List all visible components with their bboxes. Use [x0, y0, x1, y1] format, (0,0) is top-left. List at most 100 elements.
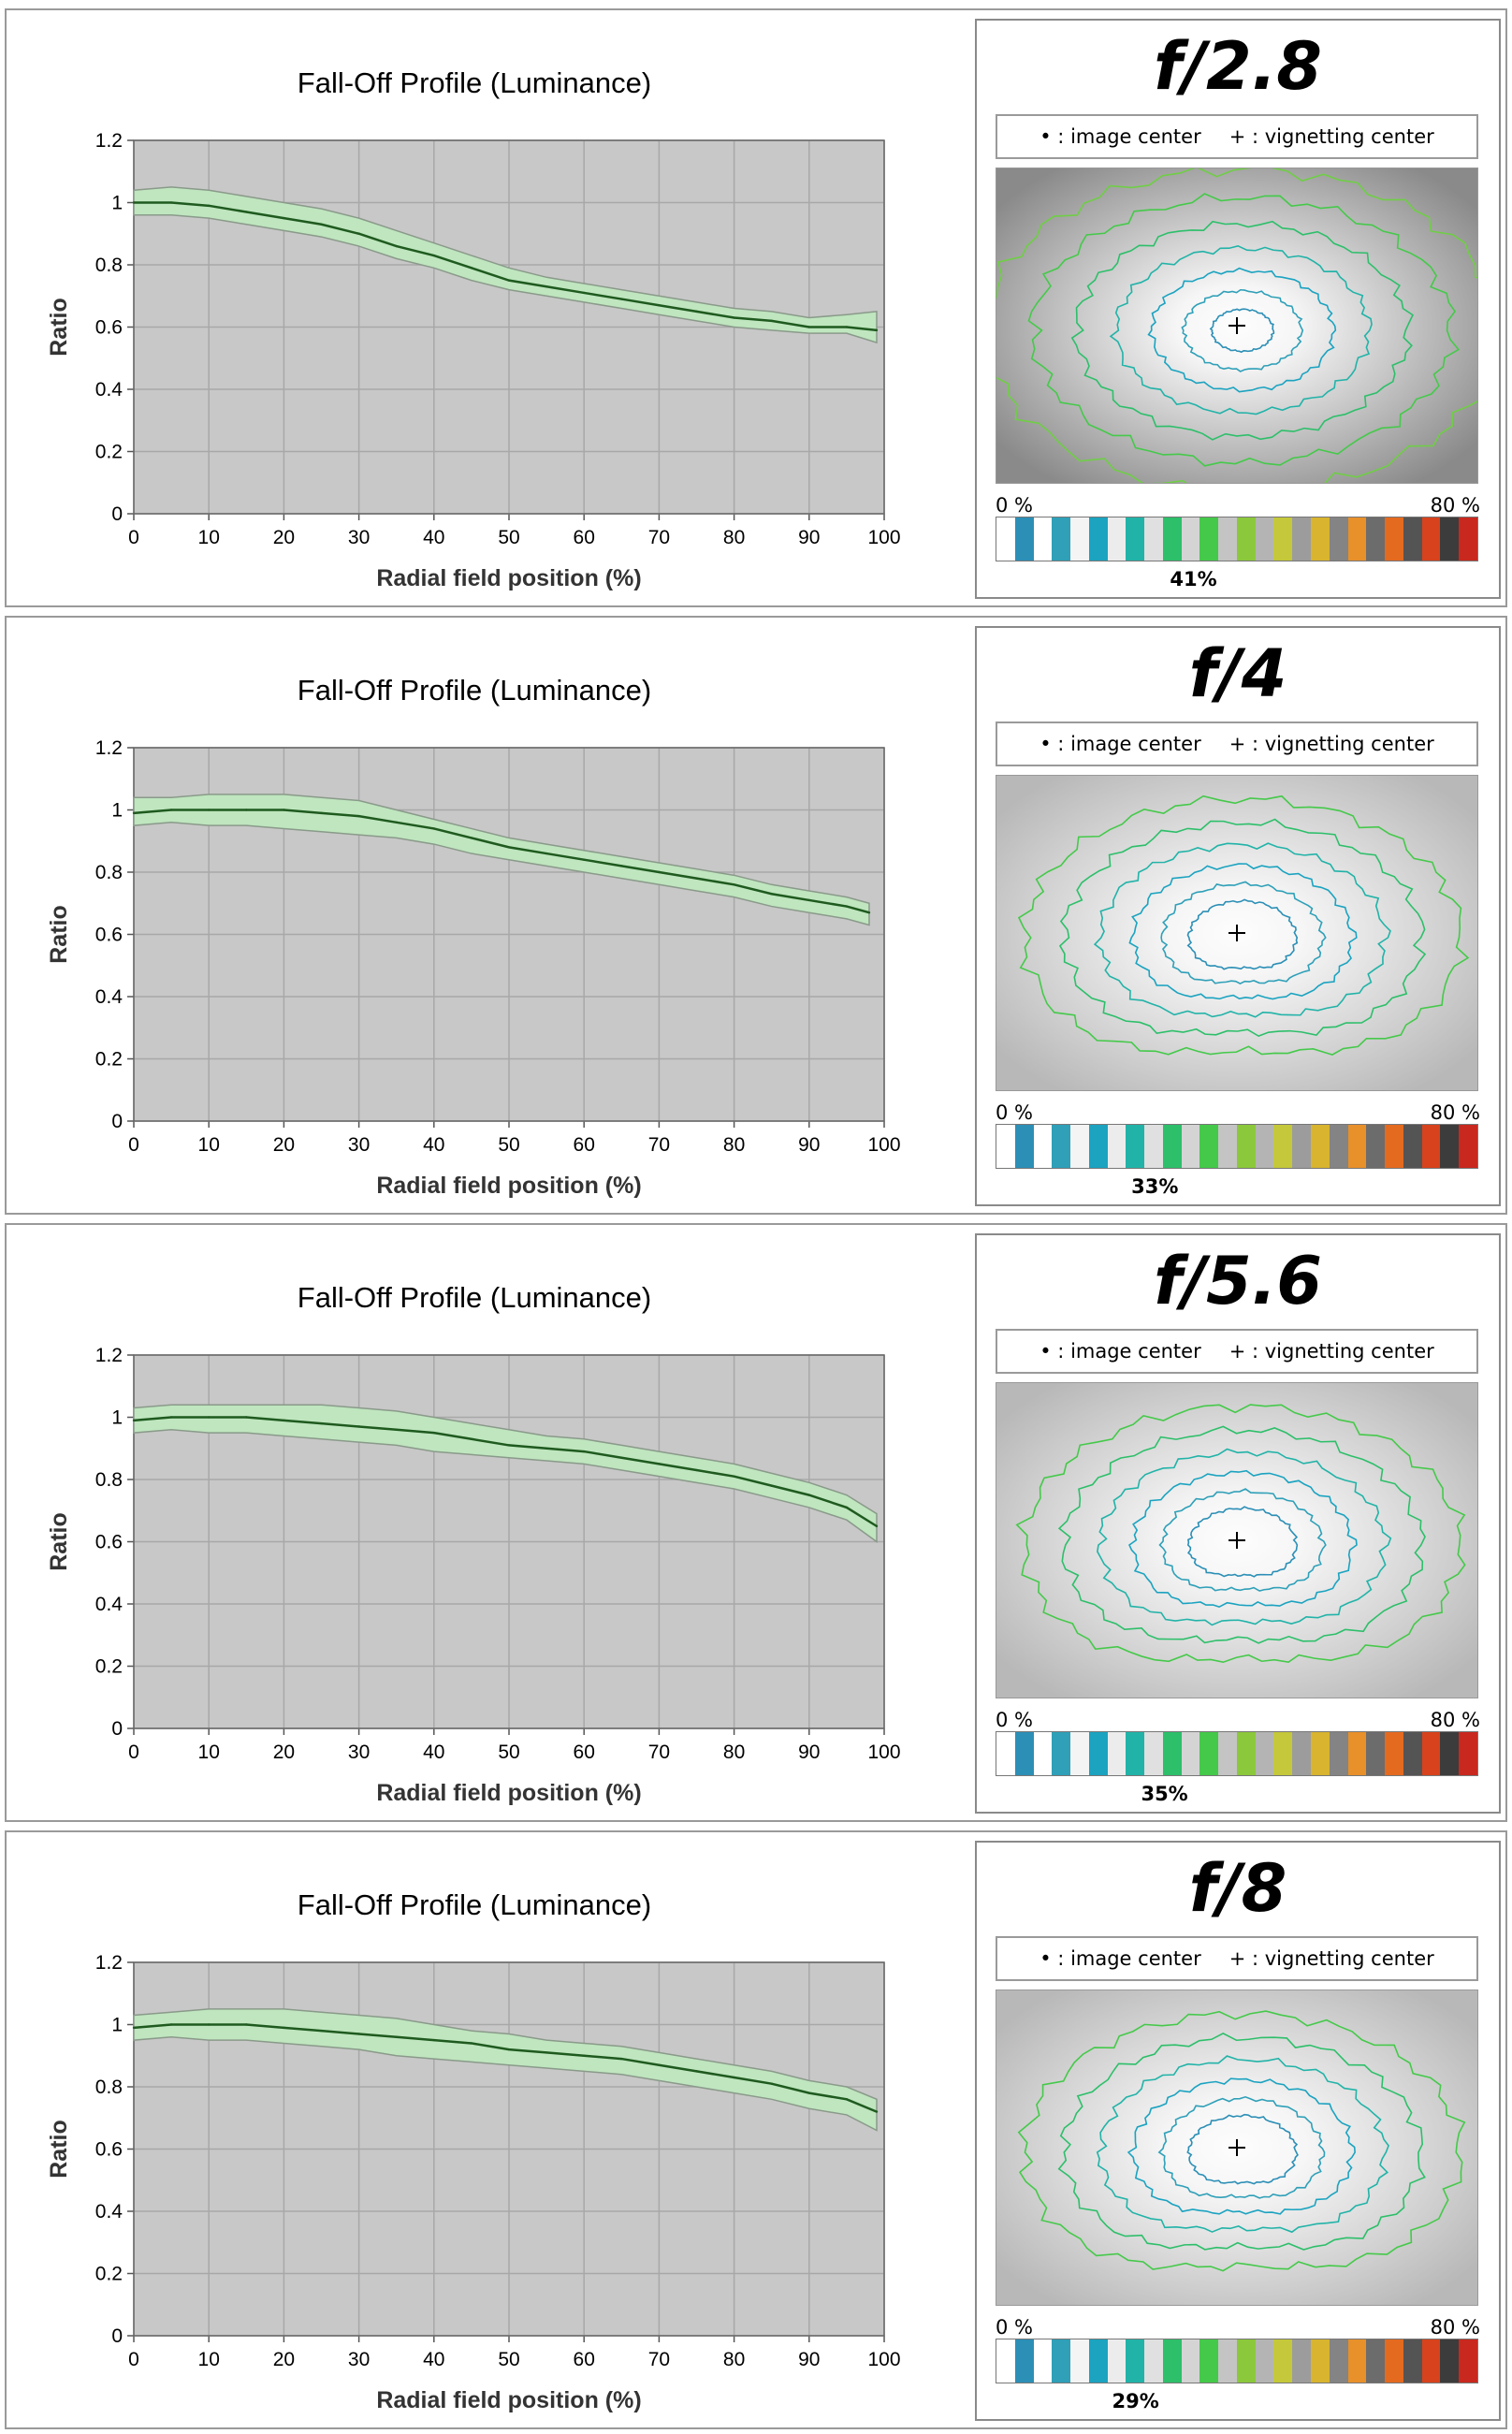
scale-band	[1403, 2339, 1422, 2383]
falloff-point	[733, 1475, 735, 1478]
falloff-point	[357, 232, 360, 235]
y-tick-label: 0	[111, 1718, 123, 1740]
falloff-point	[845, 905, 849, 908]
x-tick-label: 10	[198, 527, 220, 548]
falloff-point	[807, 898, 810, 902]
x-tick-label: 60	[574, 1742, 595, 1763]
vignetting-contour-map	[996, 1382, 1478, 1698]
x-tick-label: 100	[867, 1134, 900, 1156]
scale-band	[1088, 517, 1108, 561]
scale-band	[1014, 517, 1034, 561]
falloff-point	[432, 2038, 435, 2042]
scale-band	[1273, 1125, 1293, 1168]
scale-band	[1273, 2339, 1293, 2383]
falloff-point	[470, 267, 473, 270]
falloff-point	[770, 893, 773, 896]
falloff-color-scale	[996, 1124, 1478, 1169]
falloff-point	[132, 811, 136, 815]
x-tick-label: 50	[498, 527, 519, 548]
falloff-chart: Fall-Off Profile (Luminance)0 10 20 30 40 50 6…	[46, 1281, 901, 1806]
scale-band	[1144, 1125, 1163, 1168]
scale-band	[1088, 1732, 1108, 1775]
y-tick-label: 0.8	[95, 862, 123, 883]
scale-band	[1347, 1732, 1367, 1775]
y-axis-label: Ratio	[46, 1512, 72, 1571]
scale-band	[1440, 517, 1460, 561]
x-tick-label: 70	[648, 1134, 670, 1156]
x-tick-label: 50	[498, 2349, 519, 2370]
y-tick-label: 0.2	[95, 1049, 123, 1071]
scale-band	[1014, 2339, 1034, 2383]
x-tick-label: 80	[723, 527, 745, 548]
scale-band	[1088, 2339, 1108, 2383]
falloff-point	[245, 1416, 248, 1419]
falloff-point	[208, 2023, 211, 2026]
falloff-point	[395, 1428, 398, 1431]
scale-band	[1329, 517, 1348, 561]
y-axis-label: Ratio	[46, 298, 72, 357]
vignetting-contour-map	[996, 168, 1478, 484]
scale-band	[1070, 1732, 1089, 1775]
scale-band	[1459, 1732, 1477, 1775]
y-tick-label: 0.6	[95, 925, 123, 946]
falloff-color-scale	[996, 2339, 1478, 2383]
x-tick-label: 10	[198, 1134, 220, 1156]
falloff-color-scale	[996, 1731, 1478, 1776]
scale-band	[1144, 1732, 1163, 1775]
vignetting-percent: 35%	[1141, 1783, 1188, 1805]
legend-vignetting-center: + : vignetting center	[1228, 1947, 1434, 1970]
falloff-point	[432, 827, 435, 830]
vignetting-map-box: f/8 • : image center + : vignetting cent…	[975, 1841, 1501, 2421]
falloff-point	[658, 2063, 661, 2066]
contour-ring	[1093, 842, 1391, 1018]
x-tick-label: 20	[273, 527, 295, 548]
scale-band	[1162, 2339, 1182, 2383]
scale-band	[1255, 1732, 1274, 1775]
scale-band	[1014, 1732, 1034, 1775]
y-tick-label: 0.2	[95, 442, 123, 463]
scale-band	[1144, 517, 1163, 561]
falloff-point	[875, 1524, 879, 1528]
x-tick-label: 100	[867, 527, 900, 548]
plot-frame	[133, 747, 885, 1122]
falloff-point	[695, 310, 698, 313]
scale-band	[996, 1732, 1015, 1775]
x-tick-label: 90	[798, 1134, 820, 1156]
falloff-point	[807, 1494, 810, 1496]
scale-band	[1459, 1125, 1477, 1168]
scale-band	[1162, 517, 1182, 561]
scale-band	[1070, 517, 1089, 561]
scale-band	[1199, 517, 1219, 561]
scale-band	[1459, 2339, 1477, 2383]
falloff-point	[733, 316, 735, 319]
scale-band	[1218, 1125, 1237, 1168]
x-tick-label: 60	[574, 1134, 595, 1156]
scale-band	[1107, 1125, 1127, 1168]
y-tick-label: 0.4	[95, 1594, 124, 1615]
scale-band	[1366, 2339, 1386, 2383]
scale-band	[1107, 2339, 1127, 2383]
x-tick-label: 40	[423, 527, 444, 548]
map-legend: • : image center + : vignetting center	[996, 114, 1478, 159]
y-tick-label: 0.6	[95, 1532, 123, 1553]
x-axis-label: Radial field position (%)	[376, 1173, 641, 1199]
scale-band	[1347, 2339, 1367, 2383]
legend-vignetting-center: + : vignetting center	[1228, 125, 1434, 148]
falloff-point	[169, 2023, 173, 2026]
falloff-point	[432, 254, 435, 257]
scale-band	[1199, 1125, 1219, 1168]
x-tick-label: 0	[128, 1742, 139, 1763]
plot-frame	[133, 139, 885, 515]
plot-frame	[133, 1354, 885, 1729]
scale-band	[1347, 517, 1367, 561]
scale-band	[1107, 517, 1127, 561]
falloff-point	[169, 1416, 173, 1419]
scale-max-label: 80 %	[1430, 1709, 1480, 1731]
y-tick-label: 1	[111, 2015, 123, 2036]
scale-band	[1255, 2339, 1274, 2383]
x-tick-label: 20	[273, 1742, 295, 1763]
falloff-point	[245, 2023, 248, 2026]
falloff-point	[695, 1468, 698, 1472]
falloff-point	[867, 911, 871, 914]
falloff-point	[733, 2076, 735, 2079]
